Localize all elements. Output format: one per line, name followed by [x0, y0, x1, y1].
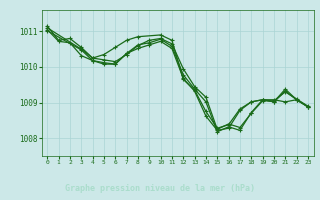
Text: Graphe pression niveau de la mer (hPa): Graphe pression niveau de la mer (hPa) — [65, 184, 255, 193]
